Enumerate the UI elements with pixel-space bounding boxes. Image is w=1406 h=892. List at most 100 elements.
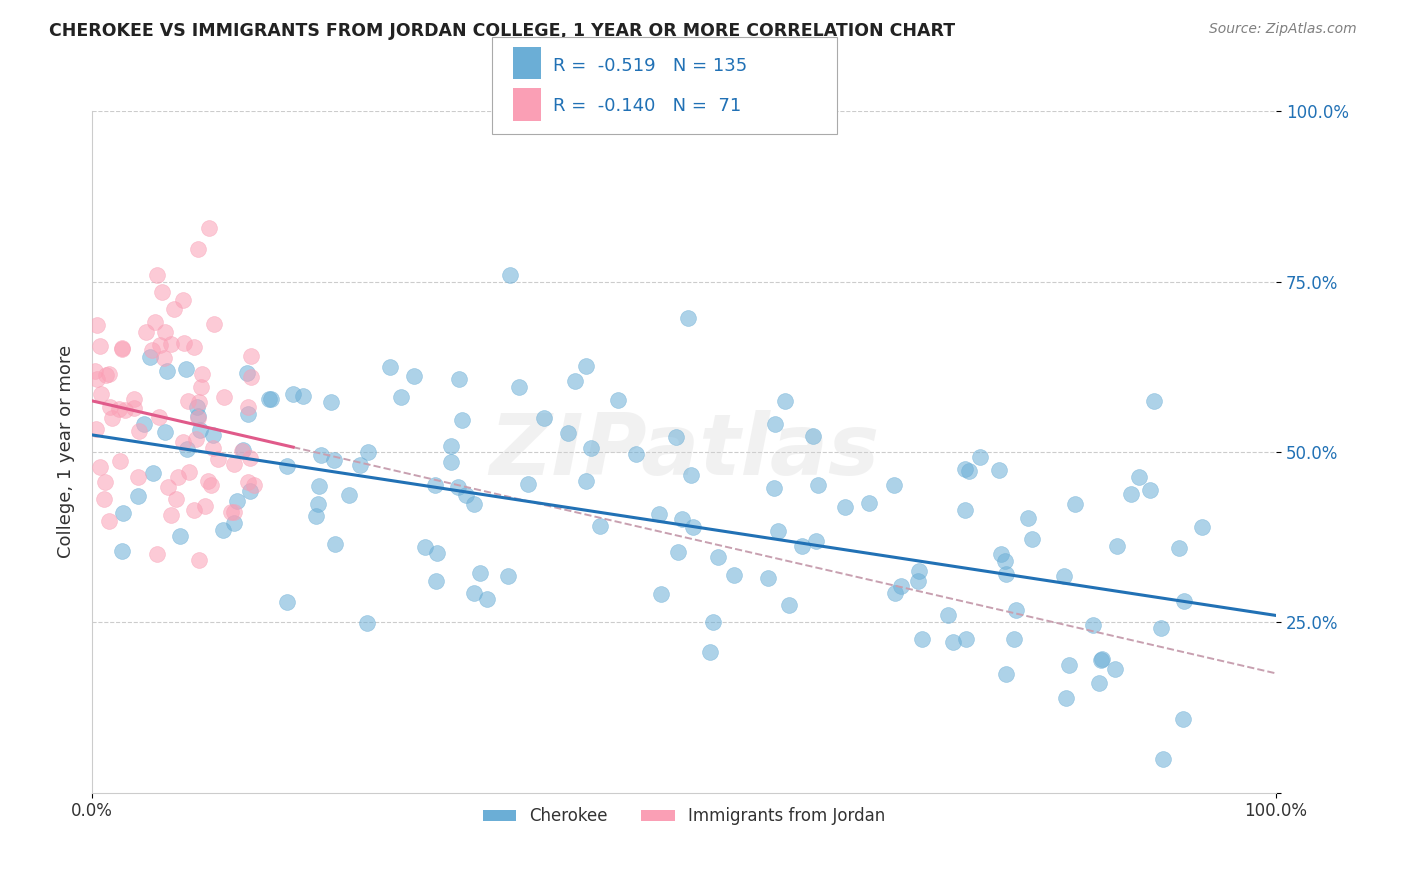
Point: [187, 243, 209, 257]
Point: [276, 459, 298, 474]
Point: [194, 499, 217, 513]
Point: [883, 478, 905, 492]
Point: [1149, 621, 1171, 635]
Point: [114, 403, 136, 417]
Point: [1005, 603, 1028, 617]
Point: [884, 586, 907, 600]
Point: [172, 293, 194, 307]
Point: [127, 470, 149, 484]
Point: [143, 315, 166, 329]
Point: [325, 537, 347, 551]
Text: Source: ZipAtlas.com: Source: ZipAtlas.com: [1209, 22, 1357, 37]
Point: [1128, 470, 1150, 484]
Point: [575, 474, 598, 488]
Point: [236, 366, 259, 380]
Point: [706, 549, 728, 564]
Point: [174, 362, 197, 376]
Point: [349, 458, 371, 473]
Point: [1054, 691, 1077, 706]
Point: [201, 428, 224, 442]
Point: [187, 411, 209, 425]
Point: [308, 479, 330, 493]
Point: [155, 325, 177, 339]
Point: [201, 442, 224, 456]
Point: [187, 553, 209, 567]
Point: [1052, 569, 1074, 583]
Point: [135, 326, 157, 340]
Point: [204, 317, 226, 331]
Point: [699, 645, 721, 659]
Point: [994, 667, 1017, 681]
Point: [132, 417, 155, 431]
Point: [413, 540, 436, 554]
Point: [309, 449, 332, 463]
Point: [110, 544, 132, 558]
Point: [186, 400, 208, 414]
Point: [1021, 533, 1043, 547]
Text: CHEROKEE VS IMMIGRANTS FROM JORDAN COLLEGE, 1 YEAR OR MORE CORRELATION CHART: CHEROKEE VS IMMIGRANTS FROM JORDAN COLLE…: [49, 22, 955, 40]
Point: [207, 452, 229, 467]
Point: [468, 566, 491, 580]
Point: [806, 534, 828, 549]
Point: [624, 447, 647, 461]
Point: [219, 505, 242, 519]
Point: [156, 364, 179, 378]
Point: [187, 409, 209, 424]
Point: [98, 514, 121, 528]
Point: [190, 367, 212, 381]
Point: [1087, 675, 1109, 690]
Point: [305, 509, 328, 524]
Point: [107, 402, 129, 417]
Legend: Cherokee, Immigrants from Jordan: Cherokee, Immigrants from Jordan: [477, 801, 891, 832]
Point: [450, 413, 472, 427]
Point: [93, 475, 115, 490]
Point: [128, 424, 150, 438]
Point: [236, 475, 259, 489]
Point: [108, 454, 131, 468]
Point: [222, 505, 245, 519]
Point: [240, 349, 263, 363]
Point: [1017, 510, 1039, 524]
Point: [86, 318, 108, 332]
Point: [1143, 394, 1166, 409]
Point: [581, 442, 603, 456]
Point: [231, 443, 253, 458]
Point: [994, 553, 1017, 567]
Point: [378, 360, 401, 375]
Point: [533, 411, 555, 425]
Point: [97, 367, 120, 381]
Point: [240, 370, 263, 384]
Point: [155, 425, 177, 439]
Point: [172, 435, 194, 450]
Point: [145, 268, 167, 282]
Point: [173, 336, 195, 351]
Point: [356, 615, 378, 630]
Point: [463, 497, 485, 511]
Point: [1091, 652, 1114, 666]
Point: [557, 426, 579, 441]
Point: [167, 470, 190, 484]
Point: [225, 493, 247, 508]
Point: [955, 632, 977, 647]
Point: [508, 380, 530, 394]
Point: [236, 407, 259, 421]
Point: [589, 518, 612, 533]
Point: [148, 410, 170, 425]
Point: [790, 539, 813, 553]
Point: [834, 500, 856, 514]
Point: [890, 579, 912, 593]
Point: [723, 567, 745, 582]
Point: [260, 392, 283, 407]
Point: [763, 482, 786, 496]
Point: [93, 492, 115, 507]
Point: [110, 343, 132, 357]
Point: [766, 524, 789, 538]
Point: [236, 400, 259, 414]
Point: [423, 478, 446, 492]
Point: [94, 368, 117, 382]
Point: [426, 546, 449, 560]
Point: [84, 364, 107, 378]
Point: [389, 390, 412, 404]
Text: ZIPatlas: ZIPatlas: [489, 410, 879, 493]
Point: [763, 417, 786, 432]
